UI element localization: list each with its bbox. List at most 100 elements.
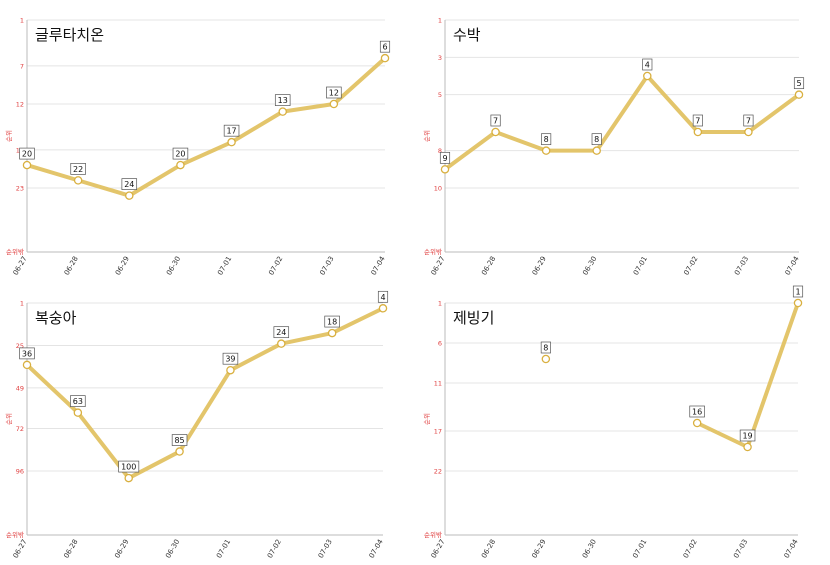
y-tick-label: 22 xyxy=(434,468,442,476)
data-point xyxy=(327,328,337,338)
data-point xyxy=(541,146,551,155)
x-tick-label: 06-28 xyxy=(63,255,80,277)
data-point xyxy=(125,191,134,200)
y-tick-label: 1 xyxy=(438,17,442,25)
data-point xyxy=(693,127,703,137)
data-label: 8 xyxy=(544,135,549,144)
y-tick-label: 1 xyxy=(438,300,442,308)
y-axis-label: 순위 xyxy=(423,413,431,425)
x-tick-label: 07-03 xyxy=(317,538,334,560)
y-tick-label: 96 xyxy=(16,468,24,476)
x-tick-label: 06-28 xyxy=(480,538,497,560)
x-tick-label: 07-01 xyxy=(216,255,233,277)
data-label-box xyxy=(274,94,291,106)
data-label-box xyxy=(743,114,754,127)
data-label: 17 xyxy=(226,127,236,136)
data-label-box xyxy=(19,147,35,160)
data-point xyxy=(227,137,236,147)
data-point xyxy=(744,127,753,137)
x-tick-label: 06-27 xyxy=(12,538,29,560)
data-label-box xyxy=(121,178,138,190)
data-label-box xyxy=(490,114,501,127)
y-tick-label-out-of-rank: 순위밖 xyxy=(6,247,24,256)
x-tick-label: 06-28 xyxy=(62,538,79,560)
data-label-box xyxy=(540,341,551,354)
data-point xyxy=(440,165,450,174)
x-tick-label: 06-27 xyxy=(430,538,447,560)
x-tick-label: 06-29 xyxy=(114,255,131,277)
series-line xyxy=(25,306,385,481)
data-label: 22 xyxy=(73,165,83,174)
data-label: 39 xyxy=(225,355,235,364)
data-label-box xyxy=(439,151,451,164)
chart-title: 복숭아 xyxy=(35,309,77,327)
chart-title: 제빙기 xyxy=(453,309,494,327)
data-point xyxy=(277,339,286,348)
data-label: 24 xyxy=(276,328,286,337)
chart-title: 글루타치온 xyxy=(35,26,104,44)
data-label-box xyxy=(70,395,86,407)
data-point xyxy=(73,176,83,185)
x-tick-label: 06-28 xyxy=(480,255,497,277)
data-label-box xyxy=(739,429,756,442)
data-label-box xyxy=(273,326,290,339)
data-label: 20 xyxy=(175,150,185,159)
data-point xyxy=(643,71,652,81)
data-point xyxy=(692,418,702,428)
y-tick-label: 17 xyxy=(434,428,442,436)
y-tick-label: 23 xyxy=(16,185,24,193)
data-label: 8 xyxy=(594,135,599,144)
x-tick-label: 07-04 xyxy=(783,538,800,560)
x-tick-label: 06-29 xyxy=(531,255,548,277)
data-label-box xyxy=(223,124,240,137)
x-tick-label: 06-30 xyxy=(581,255,598,277)
x-tick-label: 06-30 xyxy=(165,255,182,277)
data-label: 7 xyxy=(746,117,751,126)
y-tick-label: 7 xyxy=(20,62,24,70)
series-line xyxy=(25,56,387,198)
data-point xyxy=(73,408,83,417)
y-tick-label: 25 xyxy=(16,342,24,350)
x-tick-label: 07-03 xyxy=(733,255,750,277)
data-point xyxy=(541,354,551,364)
data-label: 100 xyxy=(121,463,136,472)
data-label: 13 xyxy=(278,96,288,105)
data-point xyxy=(793,298,803,308)
data-label: 36 xyxy=(22,349,32,358)
data-label-box xyxy=(689,405,705,418)
data-label-box xyxy=(19,347,35,360)
series-line xyxy=(443,74,801,172)
y-axis-label: 순위 xyxy=(5,413,13,425)
data-label: 4 xyxy=(645,61,650,70)
chart-title: 수박 xyxy=(453,26,481,44)
data-label-box xyxy=(70,163,86,175)
x-tick-label: 07-02 xyxy=(267,255,284,277)
y-tick-label: 3 xyxy=(438,54,442,62)
data-label-box xyxy=(591,133,602,146)
data-label-box xyxy=(793,77,805,90)
data-label: 63 xyxy=(73,397,83,406)
data-label: 7 xyxy=(695,117,700,126)
data-point xyxy=(22,160,32,170)
data-label: 20 xyxy=(22,150,32,159)
data-label-box xyxy=(642,58,653,71)
series-line xyxy=(695,301,800,449)
chart-panel-3: 1 25 49 72 96 순위밖 순위 06-27 06-28 06-29 06-30 07-01 0… xyxy=(5,290,389,560)
data-label: 19 xyxy=(742,432,752,441)
data-label-box xyxy=(377,290,389,303)
x-tick-label: 07-01 xyxy=(631,538,648,560)
y-tick-label: 6 xyxy=(438,340,442,348)
data-label-box xyxy=(541,133,552,146)
data-label-box xyxy=(118,460,140,473)
x-tick-label: 07-01 xyxy=(215,538,232,560)
data-point xyxy=(278,107,287,116)
x-tick-label: 06-29 xyxy=(113,538,130,560)
data-point xyxy=(329,99,339,109)
y-tick-label-out-of-rank: 순위밖 xyxy=(424,530,442,539)
data-point xyxy=(743,442,752,452)
data-point xyxy=(794,90,804,99)
y-tick-label: 11 xyxy=(434,380,442,388)
x-tick-label: 06-29 xyxy=(530,538,547,560)
